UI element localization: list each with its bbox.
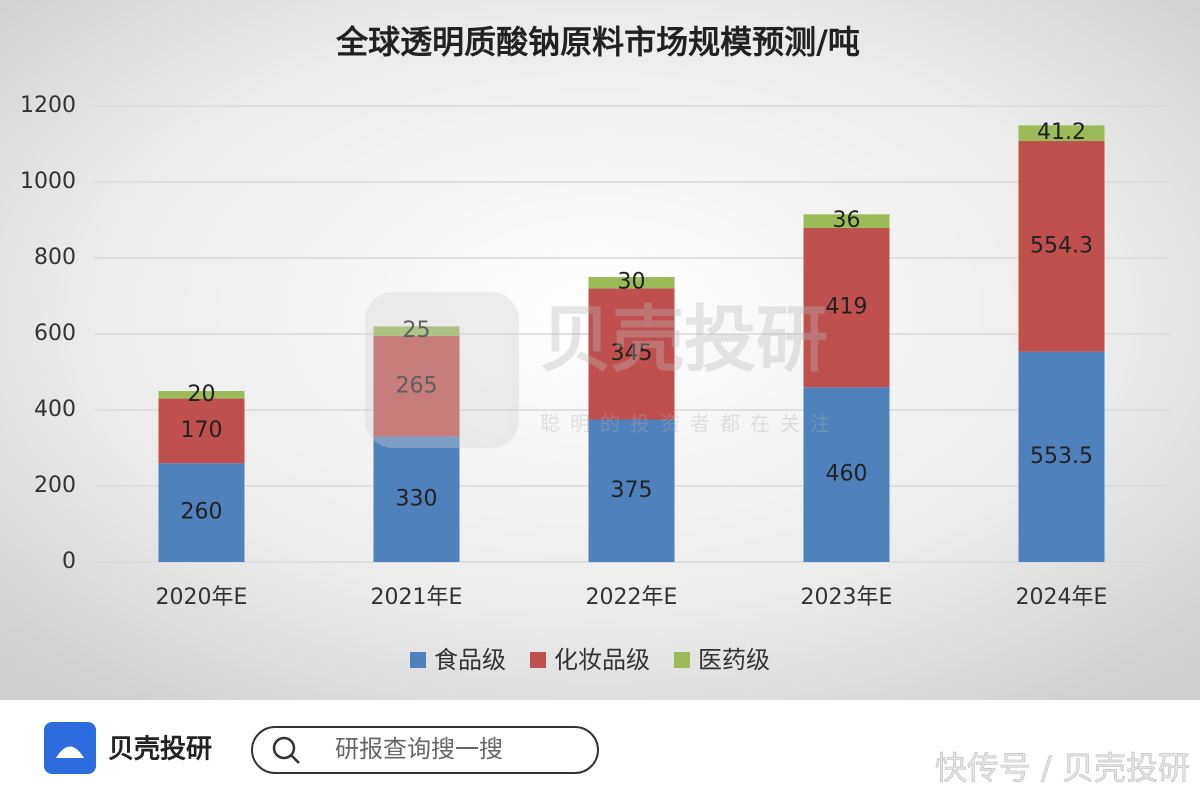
bar-segment (803, 214, 890, 228)
watermark-brand: 贝壳投研 (540, 298, 828, 382)
y-tick-label: 1000 (20, 169, 76, 194)
x-tick-label: 2023年E (801, 585, 893, 610)
y-tick-label: 600 (34, 321, 76, 346)
legend-swatch (674, 652, 690, 668)
watermark: 贝壳投研 聪明的投资者都在关注 (365, 292, 840, 448)
watermark-slogan: 聪明的投资者都在关注 (540, 412, 840, 436)
legend-label: 医药级 (698, 646, 770, 674)
watermark-logo (365, 292, 519, 448)
search-icon (272, 736, 296, 760)
x-tick-label: 2024年E (1016, 585, 1108, 610)
data-label: 460 (826, 462, 868, 487)
bar-segment (588, 288, 675, 420)
bar-segment (373, 326, 460, 336)
data-label: 260 (181, 500, 223, 525)
y-tick-label: 1200 (20, 93, 76, 118)
bar-segment (1018, 125, 1105, 142)
search-box[interactable] (251, 726, 599, 774)
bar-segment (588, 419, 675, 562)
data-label: 419 (826, 295, 868, 320)
x-tick-label: 2021年E (371, 585, 463, 610)
bar-segment (158, 463, 245, 562)
y-tick-label: 0 (62, 549, 76, 574)
data-label: 330 (396, 486, 438, 511)
data-label: 553.5 (1030, 444, 1093, 469)
bar-segment (1018, 351, 1105, 562)
data-label: 25 (403, 318, 431, 343)
y-tick-label: 400 (34, 397, 76, 422)
bar-segment (803, 227, 890, 388)
legend-label: 化妆品级 (554, 646, 650, 674)
legend-label: 食品级 (434, 646, 506, 674)
bar-segment (373, 335, 460, 437)
bar-segment (158, 398, 245, 464)
x-tick-label: 2020年E (156, 585, 248, 610)
bar-segment (803, 387, 890, 562)
search-icon (290, 754, 300, 764)
data-label: 375 (611, 478, 653, 503)
chart-title: 全球透明质酸钠原料市场规模预测/吨 (335, 23, 860, 61)
bar-segment (373, 436, 460, 562)
y-tick-label: 800 (34, 245, 76, 270)
footer-background (0, 700, 1200, 796)
data-label: 20 (188, 382, 216, 407)
data-label: 30 (618, 270, 646, 295)
data-label: 36 (833, 208, 861, 233)
search-placeholder: 研报查询搜一搜 (335, 735, 503, 763)
y-tick-label: 200 (34, 473, 76, 498)
data-label: 554.3 (1030, 233, 1093, 258)
footer-logo-icon (56, 746, 84, 758)
legend-swatch (530, 652, 546, 668)
bar-segment (588, 277, 675, 289)
footer-brand: 贝壳投研 (108, 735, 212, 765)
data-label: 170 (181, 418, 223, 443)
x-tick-label: 2022年E (586, 585, 678, 610)
legend-swatch (410, 652, 426, 668)
data-label: 265 (396, 373, 438, 398)
footer-credit: 快传号 / 贝壳投研 (935, 749, 1190, 787)
data-label: 41.2 (1037, 120, 1086, 145)
data-label: 345 (611, 341, 653, 366)
bar-segment (158, 391, 245, 399)
bar-segment (1018, 141, 1105, 352)
